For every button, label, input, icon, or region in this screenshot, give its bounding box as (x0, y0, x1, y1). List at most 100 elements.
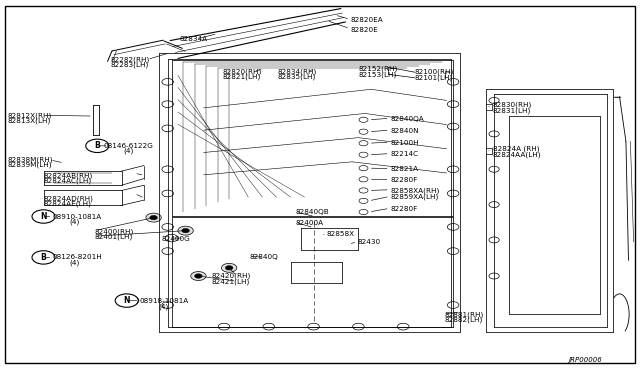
Text: 82820EA: 82820EA (351, 17, 383, 23)
Text: 82824AB(RH): 82824AB(RH) (44, 172, 93, 179)
Circle shape (447, 123, 459, 130)
Circle shape (86, 139, 109, 153)
Circle shape (162, 224, 173, 230)
Text: 08910-1081A: 08910-1081A (52, 214, 102, 219)
Circle shape (162, 78, 173, 85)
Text: 82420(RH): 82420(RH) (211, 273, 250, 279)
Text: 82821A: 82821A (390, 166, 419, 172)
Text: 82835(LH): 82835(LH) (278, 74, 316, 80)
Text: 82283(LH): 82283(LH) (110, 62, 148, 68)
Circle shape (489, 131, 499, 137)
Circle shape (359, 198, 368, 203)
Circle shape (489, 97, 499, 103)
Text: 82813X(LH): 82813X(LH) (8, 118, 51, 124)
Text: JRP00006: JRP00006 (568, 357, 602, 363)
Text: 82821(LH): 82821(LH) (223, 74, 261, 80)
Circle shape (127, 298, 135, 303)
Text: 08126-8201H: 08126-8201H (52, 254, 102, 260)
Circle shape (195, 274, 202, 278)
Circle shape (447, 101, 459, 108)
Text: N: N (40, 212, 47, 221)
Text: (4): (4) (159, 304, 169, 310)
Circle shape (359, 209, 368, 215)
Circle shape (178, 226, 193, 235)
Circle shape (162, 190, 173, 197)
Text: (4): (4) (69, 219, 79, 225)
Circle shape (359, 177, 368, 182)
Text: B: B (41, 253, 46, 262)
Text: 82400G: 82400G (161, 236, 190, 242)
Circle shape (221, 263, 237, 272)
Circle shape (115, 294, 138, 307)
Text: 82858XA(RH): 82858XA(RH) (390, 187, 440, 194)
Text: 82820E: 82820E (351, 27, 378, 33)
Text: 82831(LH): 82831(LH) (493, 107, 531, 114)
Text: 82840QB: 82840QB (296, 209, 330, 215)
Text: 82824AD(RH): 82824AD(RH) (44, 195, 93, 202)
Text: 82824AC(LH): 82824AC(LH) (44, 177, 92, 184)
Circle shape (218, 323, 230, 330)
Circle shape (489, 202, 499, 208)
Circle shape (182, 228, 189, 233)
Circle shape (150, 215, 157, 220)
Text: 82830(RH): 82830(RH) (493, 102, 532, 108)
Text: 82421(LH): 82421(LH) (211, 278, 250, 285)
Text: 82101(LH): 82101(LH) (415, 74, 453, 81)
Circle shape (359, 188, 368, 193)
Text: 82824AE(LH): 82824AE(LH) (44, 201, 92, 207)
Circle shape (162, 101, 173, 108)
Text: 82834(RH): 82834(RH) (278, 68, 317, 75)
Circle shape (447, 78, 459, 85)
Text: 82840N: 82840N (390, 128, 419, 134)
Text: 82400(RH): 82400(RH) (95, 228, 134, 235)
Text: B: B (95, 141, 100, 150)
Circle shape (146, 213, 161, 222)
Text: 82152(RH): 82152(RH) (358, 65, 397, 72)
Circle shape (447, 302, 459, 308)
Text: 82824A (RH): 82824A (RH) (493, 145, 540, 152)
Circle shape (162, 125, 173, 132)
Text: (4): (4) (123, 148, 133, 154)
Circle shape (32, 210, 55, 223)
Circle shape (359, 166, 368, 171)
Circle shape (308, 323, 319, 330)
Text: 82824AA(LH): 82824AA(LH) (493, 151, 541, 158)
Circle shape (489, 166, 499, 172)
Circle shape (32, 251, 55, 264)
Text: 82430: 82430 (357, 239, 380, 245)
Text: 82838M(RH): 82838M(RH) (8, 157, 53, 163)
Text: 82100H: 82100H (390, 140, 419, 146)
Circle shape (447, 190, 459, 197)
Circle shape (162, 166, 173, 173)
Text: 82214C: 82214C (390, 151, 419, 157)
Circle shape (447, 166, 459, 173)
Circle shape (162, 302, 173, 308)
Text: 82100(RH): 82100(RH) (415, 69, 454, 76)
Text: 82280F: 82280F (390, 177, 418, 183)
Text: N: N (124, 296, 130, 305)
Text: 82834A: 82834A (179, 36, 207, 42)
Text: 82881(RH): 82881(RH) (445, 311, 484, 318)
Circle shape (359, 129, 368, 134)
Circle shape (447, 248, 459, 254)
Text: 08918-1081A: 08918-1081A (140, 298, 189, 304)
Circle shape (263, 323, 275, 330)
Circle shape (489, 237, 499, 243)
Circle shape (162, 248, 173, 254)
Text: 82282(RH): 82282(RH) (110, 56, 149, 63)
Text: (4): (4) (69, 260, 79, 266)
Text: 82153(LH): 82153(LH) (358, 71, 397, 78)
Text: 82839M(LH): 82839M(LH) (8, 162, 52, 169)
Circle shape (124, 296, 139, 305)
FancyBboxPatch shape (5, 6, 635, 363)
Text: 82820(RH): 82820(RH) (223, 68, 262, 75)
Text: 82401(LH): 82401(LH) (95, 234, 133, 240)
Text: 82812X(RH): 82812X(RH) (8, 112, 52, 119)
Text: 82840QA: 82840QA (390, 116, 424, 122)
Circle shape (225, 266, 233, 270)
Circle shape (447, 224, 459, 230)
Circle shape (359, 117, 368, 122)
Text: 82859XA(LH): 82859XA(LH) (390, 194, 438, 201)
Circle shape (489, 273, 499, 279)
Text: 82858X: 82858X (326, 231, 355, 237)
